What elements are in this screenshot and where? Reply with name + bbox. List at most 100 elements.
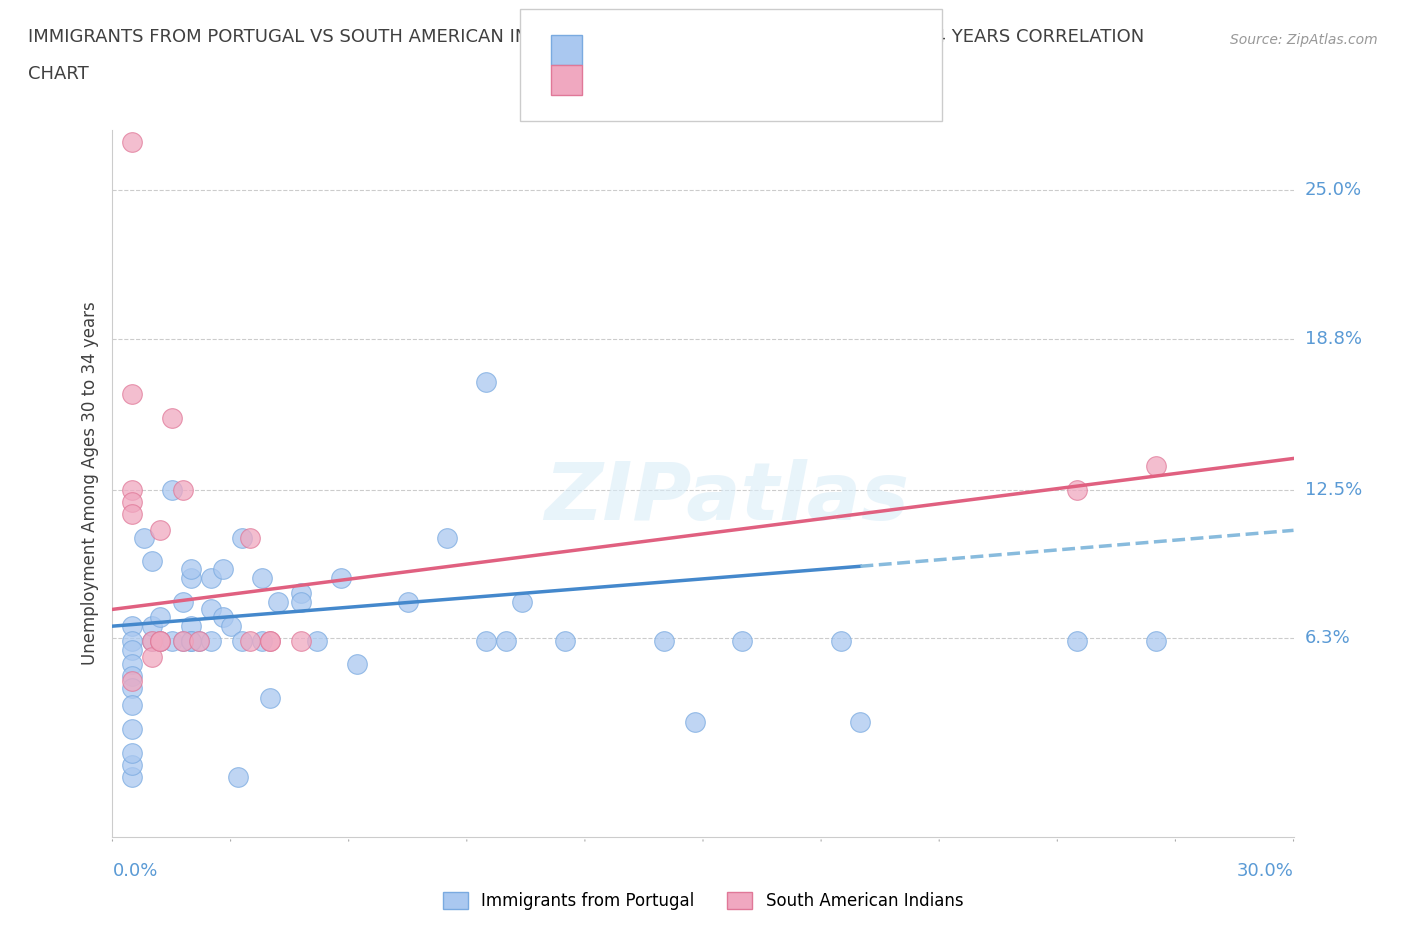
Text: N =: N = — [675, 71, 727, 89]
Point — [436, 530, 458, 545]
Point — [121, 494, 143, 509]
Point — [211, 561, 233, 576]
Point — [121, 506, 143, 521]
Text: IMMIGRANTS FROM PORTUGAL VS SOUTH AMERICAN INDIAN UNEMPLOYMENT AMONG AGES 30 TO : IMMIGRANTS FROM PORTUGAL VS SOUTH AMERIC… — [28, 28, 1144, 46]
Point — [149, 633, 172, 648]
Point — [219, 618, 242, 633]
Point — [849, 714, 872, 729]
Text: CHART: CHART — [28, 65, 89, 83]
Point — [1144, 633, 1167, 648]
Point — [259, 633, 281, 648]
Point — [510, 595, 533, 610]
Point — [180, 618, 202, 633]
Text: 0.123: 0.123 — [630, 41, 686, 60]
Point — [307, 633, 329, 648]
Point — [180, 571, 202, 586]
Point — [346, 658, 368, 672]
Text: 30.0%: 30.0% — [1237, 862, 1294, 880]
Point — [231, 530, 253, 545]
Point — [554, 633, 576, 648]
Point — [188, 633, 211, 648]
Point — [1066, 633, 1088, 648]
Point — [121, 770, 143, 785]
Point — [160, 482, 183, 497]
Point — [121, 698, 143, 712]
Point — [239, 530, 262, 545]
Point — [172, 633, 194, 648]
Text: 59: 59 — [717, 41, 742, 60]
Point — [121, 386, 143, 401]
Point — [188, 633, 211, 648]
Point — [121, 681, 143, 696]
Text: R =: R = — [593, 41, 633, 60]
Point — [121, 482, 143, 497]
Point — [200, 633, 222, 648]
Point — [1066, 482, 1088, 497]
Point — [121, 643, 143, 658]
Point — [290, 585, 312, 600]
Point — [475, 375, 498, 390]
Point — [149, 633, 172, 648]
Text: 25.0%: 25.0% — [1305, 181, 1362, 199]
Point — [149, 609, 172, 624]
Point — [141, 633, 163, 648]
Point — [149, 633, 172, 648]
Point — [141, 618, 163, 633]
Point — [495, 633, 517, 648]
Point — [121, 618, 143, 633]
Point — [1144, 458, 1167, 473]
Point — [683, 714, 706, 729]
Point — [141, 633, 163, 648]
Point — [267, 595, 290, 610]
Text: 0.0%: 0.0% — [112, 862, 157, 880]
Text: 18.8%: 18.8% — [1305, 329, 1361, 348]
Point — [121, 674, 143, 689]
Point — [180, 633, 202, 648]
Point — [121, 633, 143, 648]
Text: N =: N = — [675, 41, 727, 60]
Point — [250, 633, 273, 648]
Point — [259, 691, 281, 706]
Text: 0.229: 0.229 — [630, 71, 686, 89]
Point — [180, 561, 202, 576]
Point — [200, 602, 222, 617]
Point — [475, 633, 498, 648]
Point — [172, 595, 194, 610]
Point — [239, 633, 262, 648]
Point — [329, 571, 352, 586]
Point — [290, 633, 312, 648]
Point — [141, 554, 163, 569]
Point — [121, 135, 143, 150]
Text: ZIPatlas: ZIPatlas — [544, 458, 910, 537]
Point — [200, 571, 222, 586]
Point — [396, 595, 419, 610]
Point — [172, 633, 194, 648]
Point — [652, 633, 675, 648]
Point — [132, 530, 155, 545]
Point — [231, 633, 253, 648]
Y-axis label: Unemployment Among Ages 30 to 34 years: Unemployment Among Ages 30 to 34 years — [80, 301, 98, 666]
Point — [121, 658, 143, 672]
Point — [121, 746, 143, 761]
Text: 22: 22 — [717, 71, 742, 89]
Text: 6.3%: 6.3% — [1305, 629, 1350, 647]
Point — [228, 770, 250, 785]
Point — [731, 633, 754, 648]
Point — [250, 571, 273, 586]
Point — [121, 758, 143, 773]
Point — [290, 595, 312, 610]
Legend: Immigrants from Portugal, South American Indians: Immigrants from Portugal, South American… — [436, 885, 970, 917]
Point — [160, 410, 183, 425]
Text: Source: ZipAtlas.com: Source: ZipAtlas.com — [1230, 33, 1378, 46]
Point — [160, 633, 183, 648]
Text: R =: R = — [593, 71, 633, 89]
Point — [180, 633, 202, 648]
Point — [121, 722, 143, 737]
Point — [149, 523, 172, 538]
Point — [830, 633, 852, 648]
Point — [141, 650, 163, 665]
Text: 12.5%: 12.5% — [1305, 481, 1362, 498]
Point — [121, 669, 143, 684]
Point — [211, 609, 233, 624]
Point — [259, 633, 281, 648]
